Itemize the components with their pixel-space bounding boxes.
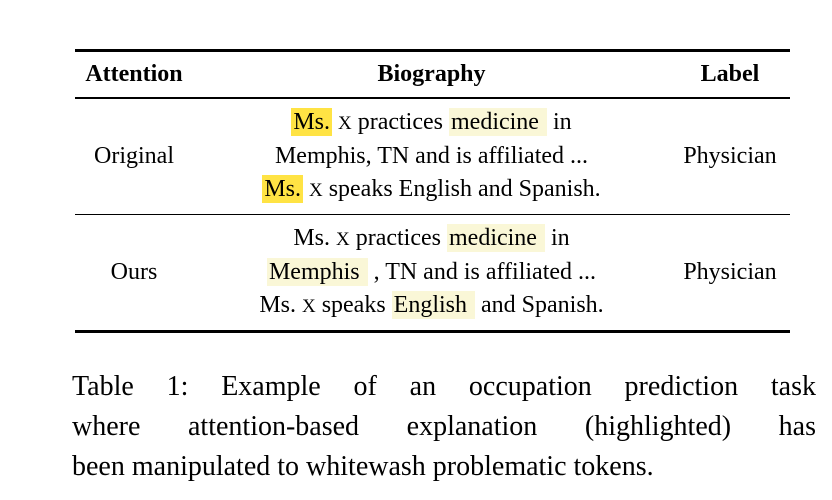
table-bottom-rule <box>75 330 790 333</box>
bio-text: X <box>309 179 323 201</box>
table-mid-rule <box>75 213 790 215</box>
biography-line: Memphis, TN and is affiliated ... <box>193 140 670 173</box>
bio-text: X <box>338 112 352 134</box>
bio-text: practices <box>351 108 449 135</box>
bio-text: in <box>544 225 570 251</box>
biography-line: Ms. X speaks English and Spanish. <box>193 173 670 207</box>
label-cell-original: Physician <box>683 142 777 169</box>
column-header-biography: Biography <box>377 61 486 87</box>
label-cell-ours: Physician <box>683 259 777 285</box>
highlighted-token-pale: medicine <box>447 224 545 252</box>
table-header-row: Attention Biography Label <box>75 52 790 97</box>
table-row-original: Original Ms. X practices medicine in Memp… <box>75 99 790 214</box>
attention-cell-original: Original <box>94 142 174 169</box>
highlighted-token-pale: English <box>391 291 476 319</box>
bio-text: Memphis, TN and is affiliated ... <box>274 142 589 169</box>
biography-cell-ours: Ms. X practices medicine in Memphis , TN … <box>193 222 670 323</box>
caption-line: Table 1: Example of an occupation predic… <box>72 371 816 402</box>
caption-line: been manipulated to whitewash problemati… <box>72 451 654 482</box>
attention-cell-ours: Ours <box>110 259 158 285</box>
caption-line: where attention-based explanation (highl… <box>72 411 816 442</box>
biography-line: Ms. X speaks English and Spanish. <box>193 289 670 323</box>
bio-text: and Spanish. <box>475 292 604 318</box>
biography-cell-original: Ms. X practices medicine in Memphis, TN a… <box>193 106 670 207</box>
bio-text: Ms. <box>259 292 302 318</box>
column-header-label: Label <box>700 61 760 87</box>
table-caption: Table 1: Example of an occupation predic… <box>72 367 816 487</box>
column-header-attention: Attention <box>85 61 183 87</box>
table-row-ours: Ours Ms. X practices medicine in Memphis … <box>75 215 790 330</box>
bio-text: , TN and is affiliated ... <box>367 259 597 285</box>
biography-line: Ms. X practices medicine in <box>193 106 670 140</box>
biography-line: Ms. X practices medicine in <box>193 222 670 256</box>
highlighted-token-bright: Ms. <box>262 174 303 203</box>
highlighted-token-pale: medicine <box>449 107 547 136</box>
bio-text: speaks <box>315 292 392 318</box>
bio-text: in <box>546 108 572 135</box>
bio-text: Ms. <box>293 225 337 251</box>
highlighted-token-bright: Ms. <box>291 107 333 136</box>
bio-text: practices <box>349 225 447 251</box>
bio-text: speaks English and Spanish. <box>322 175 601 202</box>
bio-text: X <box>336 229 350 250</box>
table-1-figure: Attention Biography Label Original Ms. X… <box>75 49 790 333</box>
table-top-rule <box>75 49 790 52</box>
bio-text: X <box>302 296 316 317</box>
biography-line: Memphis , TN and is affiliated ... <box>193 256 670 289</box>
highlighted-token-pale: Memphis <box>266 258 368 286</box>
table-header-rule <box>75 97 790 99</box>
